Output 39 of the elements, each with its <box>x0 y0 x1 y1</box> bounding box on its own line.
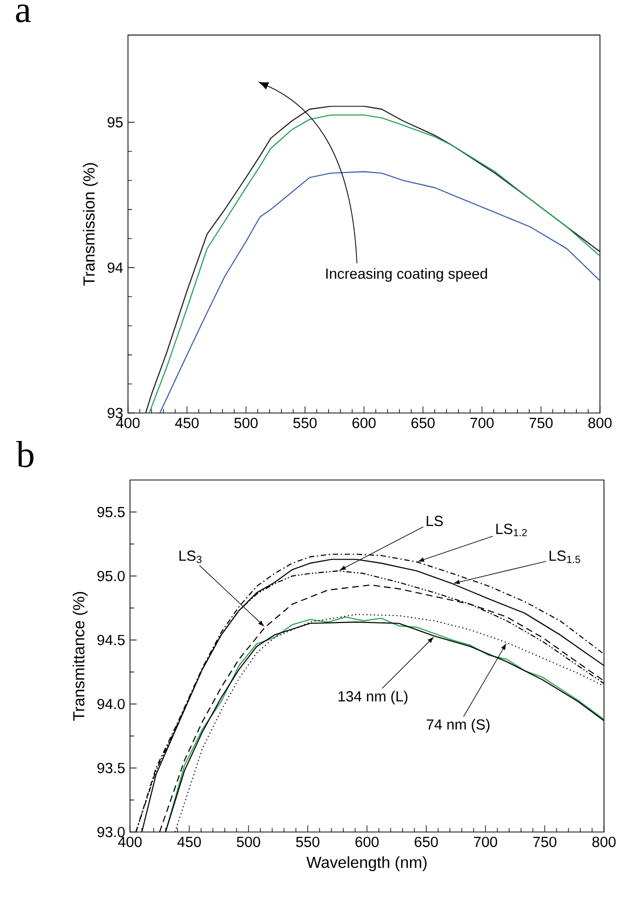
x-tick-label: 750 <box>533 836 557 848</box>
y-tick-label: 94 <box>108 262 124 273</box>
annotation: LS$_{3}$ <box>180 550 202 564</box>
chart-title: a <box>16 4 31 22</box>
y-tick-label: 94.0 <box>98 698 125 710</box>
y-tick-label: 94.5 <box>98 634 125 646</box>
y-axis-title: Transmission (%) <box>83 163 98 286</box>
x-tick-label: 400 <box>116 418 140 428</box>
x-tick-label: 800 <box>588 418 612 428</box>
chart-title: b <box>16 441 34 468</box>
x-tick-label: 700 <box>474 836 498 848</box>
x-tick-label: 650 <box>412 418 435 428</box>
annotation: LS <box>426 516 443 526</box>
y-tick-label: 95 <box>108 117 123 128</box>
annotation: LS$_{1.2}$ <box>496 524 527 536</box>
x-tick-label: 500 <box>234 418 258 428</box>
x-tick-label: 500 <box>237 836 260 848</box>
x-tick-label: 550 <box>296 836 320 848</box>
y-tick-label: 93.0 <box>98 826 125 838</box>
annotation: LS$_{1.5}$ <box>550 550 580 564</box>
x-tick-label: 650 <box>414 836 438 848</box>
x-tick-label: 700 <box>470 418 494 428</box>
y-axis-title: Transmittance (%) <box>72 592 88 721</box>
x-tick-label: 450 <box>178 836 202 848</box>
annotation: 134 nm (L) <box>338 690 408 704</box>
x-tick-label: 750 <box>530 418 553 428</box>
x-tick-label: 600 <box>356 836 379 848</box>
x-tick-label: 450 <box>175 418 199 428</box>
x-tick-label: 550 <box>294 418 317 428</box>
y-tick-label: 93 <box>108 408 123 418</box>
annotation: 74 nm (S) <box>426 718 490 733</box>
x-tick-label: 800 <box>592 836 616 848</box>
y-tick-label: 93.5 <box>98 762 125 774</box>
y-tick-label: 95.5 <box>98 506 125 518</box>
x-tick-label: 600 <box>352 418 376 428</box>
x-tick-label: 400 <box>118 836 142 848</box>
x-axis-title: Wavelength (nm) <box>306 856 427 872</box>
y-tick-label: 95.0 <box>98 570 125 582</box>
annotation: Increasing coating speed <box>326 268 488 282</box>
